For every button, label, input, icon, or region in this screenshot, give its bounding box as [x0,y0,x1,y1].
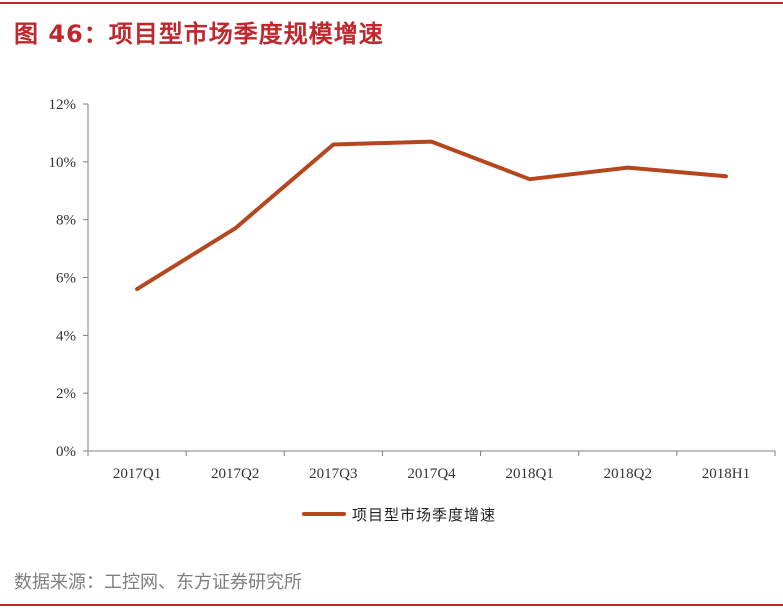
data-point [528,177,532,181]
y-tick-label: 0% [56,444,76,460]
y-tick-label: 12% [49,97,77,113]
y-tick-label: 8% [56,213,76,229]
series-lines [135,139,728,292]
y-tick-label: 6% [56,271,76,287]
y-tick-label: 10% [49,155,77,171]
x-tick-label: 2017Q3 [309,466,357,482]
x-tick-label: 2017Q1 [113,466,161,482]
y-tick-label: 4% [56,328,76,344]
y-tick-label: 2% [56,386,76,402]
legend-label: 项目型市场季度增速 [352,506,496,524]
x-tick-label: 2018H1 [702,466,750,482]
source-note: 数据来源：工控网、东方证券研究所 [14,572,302,593]
bottom-rule [0,604,783,606]
data-point [135,287,139,291]
x-tick-label: 2018Q1 [505,466,553,482]
x-tick-label: 2017Q4 [407,466,456,482]
legend: 项目型市场季度增速 [302,506,496,524]
series-line [135,139,728,292]
data-point [331,142,335,146]
data-point [724,174,728,178]
data-point [430,140,433,144]
figure-title: 图 46：项目型市场季度规模增速 [14,20,384,48]
data-point [626,166,630,170]
top-rule [0,2,783,4]
y-axis: 0% 2% 4% 6% 8% 10% 12% [49,97,89,460]
x-tick-label: 2018Q2 [604,466,652,482]
data-point [233,226,237,230]
x-tick-label: 2017Q2 [211,466,259,482]
x-axis: 2017Q1 2017Q2 2017Q3 2017Q4 2018Q1 2018Q2 2018… [87,450,776,482]
